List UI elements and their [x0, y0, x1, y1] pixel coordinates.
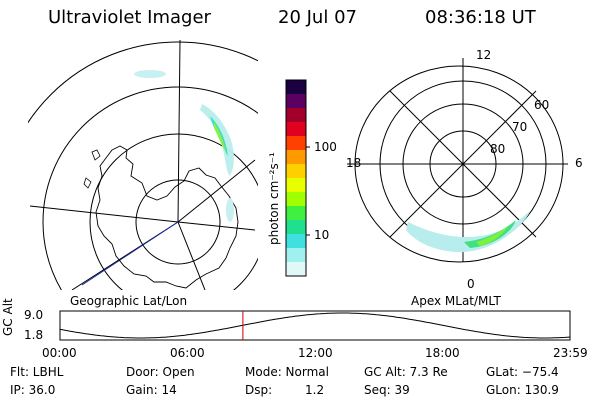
instrument-title: Ultraviolet Imager: [48, 7, 211, 28]
colorbar-unit-label: photon cm⁻²s⁻¹: [267, 152, 281, 245]
colorbar-cell: [286, 164, 306, 179]
meridian-line: [29, 205, 179, 223]
colorbar-tick-label: 10: [314, 228, 330, 242]
colorbar-cell: [286, 108, 306, 123]
colorbar-tick-label: 100: [314, 140, 337, 154]
timeline-frame: [59, 310, 571, 341]
colorbar: [285, 79, 310, 277]
left-panel-caption: Geographic Lat/Lon: [70, 294, 188, 308]
geographic-map: [28, 39, 258, 290]
right-panel-caption: Apex MLat/MLT: [411, 294, 501, 308]
aurora-core: [214, 122, 226, 152]
dsp-label: Dsp:: [245, 383, 273, 397]
filter-value: Flt: LBHL: [10, 365, 64, 379]
timeline-y-tick: 9.0: [24, 308, 44, 322]
aurora-oval: [200, 104, 234, 176]
aurora-patch: [134, 70, 166, 78]
lat-circle: [42, 86, 258, 290]
mlt-label-12: 12: [476, 48, 492, 62]
gain-value: Gain: 14: [126, 383, 177, 397]
colorbar-cell: [286, 122, 306, 137]
observation-time: 08:36:18 UT: [425, 7, 536, 28]
mlat-label-60: 60: [534, 98, 550, 112]
colorbar-cell: [286, 248, 306, 263]
mlt-polar-plot: [347, 58, 568, 263]
colorbar-cell: [286, 234, 306, 249]
colorbar-cell: [286, 178, 306, 193]
timeline-x-tick: 00:00: [42, 346, 77, 360]
colorbar-cell: [286, 150, 306, 165]
door-status: Door: Open: [126, 365, 195, 379]
aurora-oval: [406, 210, 532, 253]
geo-latitude: GLat: −75.4: [486, 365, 559, 379]
aurora-core: [464, 220, 516, 248]
ip-value: IP: 36.0: [10, 383, 56, 397]
island-outline: [83, 149, 101, 189]
colorbar-cell: [286, 206, 306, 221]
colorbar-cell: [286, 136, 306, 151]
gc-altitude: GC Alt: 7.3 Re: [364, 365, 448, 379]
altitude-timeline: [59, 310, 571, 341]
aurora-patch: [226, 198, 234, 222]
dsp-value: 1.2: [305, 383, 325, 397]
observation-date: 20 Jul 07: [278, 7, 357, 28]
mlat-label-80: 80: [490, 142, 506, 156]
lat-circle: [28, 41, 258, 124]
colorbar-cell: [286, 262, 306, 277]
timeline-y-tick: 1.8: [24, 328, 44, 342]
altitude-curve: [59, 312, 571, 339]
colorbar-cell: [286, 220, 306, 235]
meridian-line: [177, 221, 206, 290]
mlt-label-6: 6: [575, 156, 583, 170]
mlt-label-18: 18: [346, 156, 362, 170]
mlt-label-0: 0: [467, 277, 475, 291]
sequence-value: Seq: 39: [364, 383, 410, 397]
coastline: [95, 145, 239, 289]
colorbar-cell: [286, 192, 306, 207]
meridian-line: [177, 159, 256, 223]
colorbar-cell: [286, 94, 306, 109]
timeline-x-tick: 12:00: [298, 346, 333, 360]
timeline-axis-label: GC Alt: [1, 298, 15, 336]
lat-circle: [89, 133, 258, 290]
mlt-line: [389, 90, 537, 238]
timeline-x-tick: 23:59: [553, 346, 588, 360]
colorbar-frame: [285, 79, 307, 277]
meridian-line: [177, 39, 181, 223]
viewing-line: [81, 221, 179, 286]
mode-value: Mode: Normal: [245, 365, 329, 379]
timeline-x-tick: 18:00: [425, 346, 460, 360]
meridian-line: [177, 221, 256, 231]
timeline-x-tick: 06:00: [170, 346, 205, 360]
mlat-label-70: 70: [512, 120, 528, 134]
aurora-core: [476, 226, 508, 246]
geo-longitude: GLon: 130.9: [486, 383, 559, 397]
colorbar-cell: [286, 80, 306, 95]
